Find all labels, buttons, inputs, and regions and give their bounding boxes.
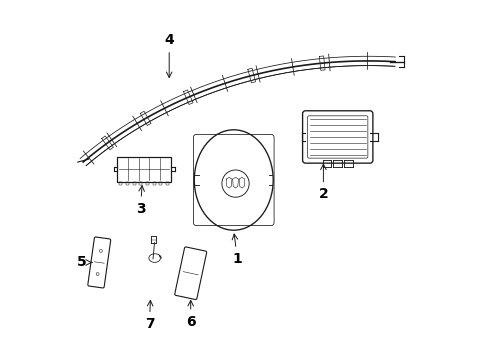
Bar <box>126 182 129 185</box>
Bar <box>159 182 162 185</box>
Text: 2: 2 <box>318 164 327 201</box>
Text: 5: 5 <box>76 256 92 270</box>
Text: 4: 4 <box>164 33 174 77</box>
Bar <box>117 157 171 182</box>
Bar <box>119 182 122 185</box>
Text: 3: 3 <box>135 186 145 216</box>
Text: 7: 7 <box>144 300 154 331</box>
Text: 6: 6 <box>185 300 195 329</box>
Text: 1: 1 <box>232 234 242 266</box>
Bar <box>146 182 148 185</box>
Bar <box>152 182 155 185</box>
Bar <box>132 182 135 185</box>
Bar <box>165 182 168 185</box>
Bar <box>139 182 142 185</box>
